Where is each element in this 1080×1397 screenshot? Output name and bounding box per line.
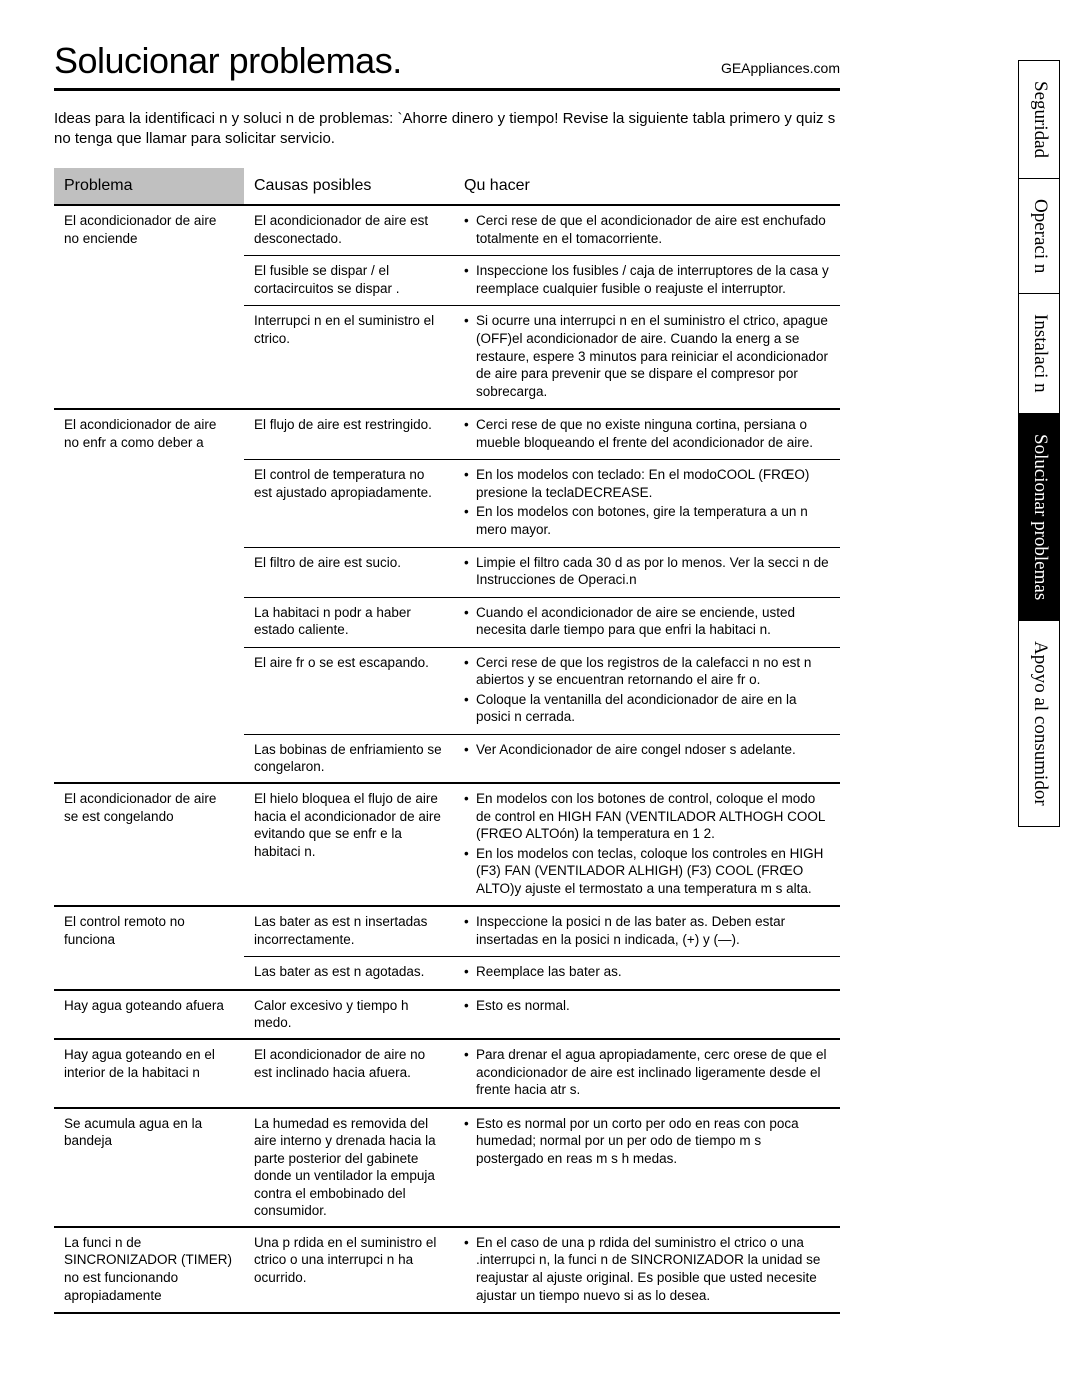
side-tab[interactable]: Apoyo al consumidor [1018, 620, 1060, 827]
todo-item: Reemplace las bater as. [464, 963, 830, 981]
todo-cell: Cuando el acondicionador de aire se enci… [454, 597, 840, 647]
table-row: La funci n de SINCRONIZADOR (TIMER) no e… [54, 1227, 840, 1313]
todo-item: En modelos con los botones de control, c… [464, 790, 830, 843]
todo-list: En los modelos con teclado: En el modoCO… [464, 466, 830, 538]
table-row: El control remoto no funcionaLas bater a… [54, 906, 840, 957]
table-body: El acondicionador de aire no enciendeEl … [54, 205, 840, 1313]
todo-list: Reemplace las bater as. [464, 963, 830, 981]
todo-cell: En los modelos con teclado: En el modoCO… [454, 460, 840, 547]
problem-cell: El acondicionador de aire no enciende [54, 205, 244, 409]
todo-list: Cuando el acondicionador de aire se enci… [464, 604, 830, 639]
cause-cell: El acondicionador de aire no est inclina… [244, 1039, 454, 1108]
cause-cell: El flujo de aire est restringido. [244, 409, 454, 460]
todo-list: Cerci rese de que no existe ninguna cort… [464, 416, 830, 451]
cause-cell: Las bater as est n agotadas. [244, 957, 454, 990]
todo-list: En el caso de una p rdida del suministro… [464, 1234, 830, 1304]
intro-text: Ideas para la identificaci n y soluci n … [54, 109, 840, 150]
cause-cell: El aire fr o se est escapando. [244, 647, 454, 734]
table-row: El acondicionador de aire se est congela… [54, 783, 840, 906]
todo-item: Esto es normal. [464, 997, 830, 1015]
todo-item: Inspeccione los fusibles / caja de inter… [464, 262, 830, 297]
cause-cell: Las bater as est n insertadas incorrecta… [244, 906, 454, 957]
todo-item: En el caso de una p rdida del suministro… [464, 1234, 830, 1304]
side-tabs: SeguridadOperaci nInstalaci nSolucionar … [1018, 60, 1060, 827]
todo-cell: Para drenar el agua apropiadamente, cerc… [454, 1039, 840, 1108]
todo-item: Cerci rese de que los registros de la ca… [464, 654, 830, 689]
todo-cell: Inspeccione la posici n de las bater as.… [454, 906, 840, 957]
side-tab[interactable]: Operaci n [1018, 178, 1060, 293]
todo-cell: Cerci rese de que los registros de la ca… [454, 647, 840, 734]
problem-cell: El acondicionador de aire se est congela… [54, 783, 244, 906]
cause-cell: El acondicionador de aire est desconecta… [244, 205, 454, 256]
problem-cell: Se acumula agua en la bandeja [54, 1108, 244, 1227]
todo-item: Esto es normal por un corto per odo en r… [464, 1115, 830, 1168]
todo-list: Si ocurre una interrupci n en el suminis… [464, 312, 830, 400]
todo-item: Cuando el acondicionador de aire se enci… [464, 604, 830, 639]
website-url: GEAppliances.com [721, 60, 840, 76]
todo-list: En modelos con los botones de control, c… [464, 790, 830, 897]
table-row: Se acumula agua en la bandejaLa humedad … [54, 1108, 840, 1227]
problem-cell: Hay agua goteando afuera [54, 990, 244, 1039]
troubleshooting-table: Problema Causas posibles Qu hacer El aco… [54, 168, 840, 1315]
table-row: Hay agua goteando en el interior de la h… [54, 1039, 840, 1108]
todo-item: Para drenar el agua apropiadamente, cerc… [464, 1046, 830, 1099]
side-tab[interactable]: Instalaci n [1018, 293, 1060, 413]
todo-item: Ver Acondicionador de aire congel ndoser… [464, 741, 830, 759]
todo-list: Cerci rese de que el acondicionador de a… [464, 212, 830, 247]
todo-list: Esto es normal por un corto per odo en r… [464, 1115, 830, 1168]
table-row: El acondicionador de aire no enciendeEl … [54, 205, 840, 256]
todo-cell: Cerci rese de que el acondicionador de a… [454, 205, 840, 256]
cause-cell: El fusible se dispar / el cortacircuitos… [244, 256, 454, 306]
table-row: Hay agua goteando afueraCalor excesivo y… [54, 990, 840, 1039]
page-title: Solucionar problemas. [54, 40, 402, 82]
title-row: Solucionar problemas. GEAppliances.com [54, 40, 840, 91]
todo-item: Cerci rese de que el acondicionador de a… [464, 212, 830, 247]
side-tab[interactable]: Solucionar problemas [1018, 413, 1060, 620]
todo-list: Inspeccione los fusibles / caja de inter… [464, 262, 830, 297]
cause-cell: La humedad es removida del aire interno … [244, 1108, 454, 1227]
todo-item: En los modelos con teclado: En el modoCO… [464, 466, 830, 501]
problem-cell: El control remoto no funciona [54, 906, 244, 990]
cause-cell: Interrupci n en el suministro el ctrico. [244, 306, 454, 409]
todo-cell: En el caso de una p rdida del suministro… [454, 1227, 840, 1313]
cause-cell: Calor excesivo y tiempo h medo. [244, 990, 454, 1039]
todo-cell: En modelos con los botones de control, c… [454, 783, 840, 906]
col-header-problem: Problema [54, 168, 244, 206]
todo-cell: Reemplace las bater as. [454, 957, 840, 990]
todo-cell: Si ocurre una interrupci n en el suminis… [454, 306, 840, 409]
todo-list: Para drenar el agua apropiadamente, cerc… [464, 1046, 830, 1099]
todo-cell: Esto es normal por un corto per odo en r… [454, 1108, 840, 1227]
todo-cell: Ver Acondicionador de aire congel ndoser… [454, 734, 840, 783]
problem-cell: El acondicionador de aire no enfr a como… [54, 409, 244, 783]
todo-list: Ver Acondicionador de aire congel ndoser… [464, 741, 830, 759]
todo-list: Esto es normal. [464, 997, 830, 1015]
side-tab[interactable]: Seguridad [1018, 60, 1060, 178]
cause-cell: Las bobinas de enfriamiento se congelaro… [244, 734, 454, 783]
todo-item: Limpie el filtro cada 30 d as por lo men… [464, 554, 830, 589]
todo-list: Limpie el filtro cada 30 d as por lo men… [464, 554, 830, 589]
problem-cell: Hay agua goteando en el interior de la h… [54, 1039, 244, 1108]
problem-cell: La funci n de SINCRONIZADOR (TIMER) no e… [54, 1227, 244, 1313]
todo-list: Inspeccione la posici n de las bater as.… [464, 913, 830, 948]
cause-cell: Una p rdida en el suministro el ctrico o… [244, 1227, 454, 1313]
todo-cell: Limpie el filtro cada 30 d as por lo men… [454, 547, 840, 597]
todo-cell: Cerci rese de que no existe ninguna cort… [454, 409, 840, 460]
cause-cell: El filtro de aire est sucio. [244, 547, 454, 597]
table-row: El acondicionador de aire no enfr a como… [54, 409, 840, 460]
todo-item: Si ocurre una interrupci n en el suminis… [464, 312, 830, 400]
col-header-causes: Causas posibles [244, 168, 454, 206]
page-content: Solucionar problemas. GEAppliances.com I… [0, 0, 870, 1344]
todo-item: En los modelos con teclas, coloque los c… [464, 845, 830, 898]
todo-item: Inspeccione la posici n de las bater as.… [464, 913, 830, 948]
todo-item: Coloque la ventanilla del acondicionador… [464, 691, 830, 726]
todo-cell: Esto es normal. [454, 990, 840, 1039]
todo-item: En los modelos con botones, gire la temp… [464, 503, 830, 538]
cause-cell: El hielo bloquea el flujo de aire hacia … [244, 783, 454, 906]
col-header-todo: Qu hacer [454, 168, 840, 206]
todo-list: Cerci rese de que los registros de la ca… [464, 654, 830, 726]
cause-cell: El control de temperatura no est ajustad… [244, 460, 454, 547]
cause-cell: La habitaci n podr a haber estado calien… [244, 597, 454, 647]
todo-cell: Inspeccione los fusibles / caja de inter… [454, 256, 840, 306]
todo-item: Cerci rese de que no existe ninguna cort… [464, 416, 830, 451]
